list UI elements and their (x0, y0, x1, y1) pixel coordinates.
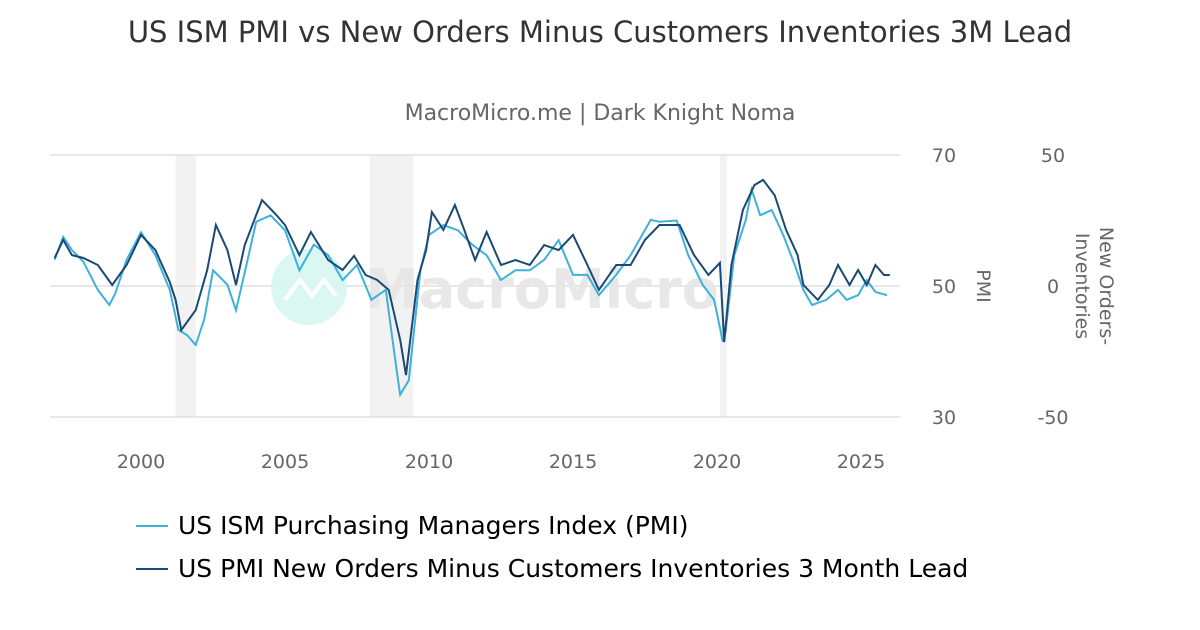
chart-title: US ISM PMI vs New Orders Minus Customers… (127, 15, 1073, 49)
x-tick-label: 2015 (549, 451, 597, 473)
legend-swatch (136, 567, 168, 570)
x-tick-label: 2010 (405, 451, 453, 473)
legend-label: US ISM Purchasing Managers Index (PMI) (178, 511, 689, 540)
x-tick-label: 2025 (837, 451, 885, 473)
watermark: MacroMicro (271, 249, 719, 325)
y-left-label: PMI (972, 269, 994, 302)
x-tick-label: 2020 (693, 451, 741, 473)
x-tick-label: 2000 (117, 451, 165, 473)
y-right-tick-label: -50 (1037, 407, 1068, 429)
y-left-tick-label: 50 (932, 276, 956, 298)
y-left-tick-label: 30 (932, 407, 956, 429)
watermark-text: MacroMicro (365, 258, 719, 321)
y-right-tick-label: 0 (1047, 276, 1059, 298)
y-left-tick-label: 70 (932, 145, 956, 167)
y-right-label: New Orders-Inventories (1071, 227, 1117, 345)
legend-item-pmi[interactable]: US ISM Purchasing Managers Index (PMI) (136, 511, 688, 540)
legend-label: US PMI New Orders Minus Customers Invent… (178, 554, 969, 583)
chart-subtitle: MacroMicro.me | Dark Knight Noma (404, 101, 796, 126)
series-line-new-orders (53, 178, 890, 376)
x-tick-label: 2005 (261, 451, 309, 473)
legend-item-new-orders[interactable]: US PMI New Orders Minus Customers Invent… (136, 554, 968, 583)
y-right-tick-label: 50 (1041, 145, 1065, 167)
series-line-pmi (53, 185, 888, 398)
legend-swatch (136, 524, 168, 527)
